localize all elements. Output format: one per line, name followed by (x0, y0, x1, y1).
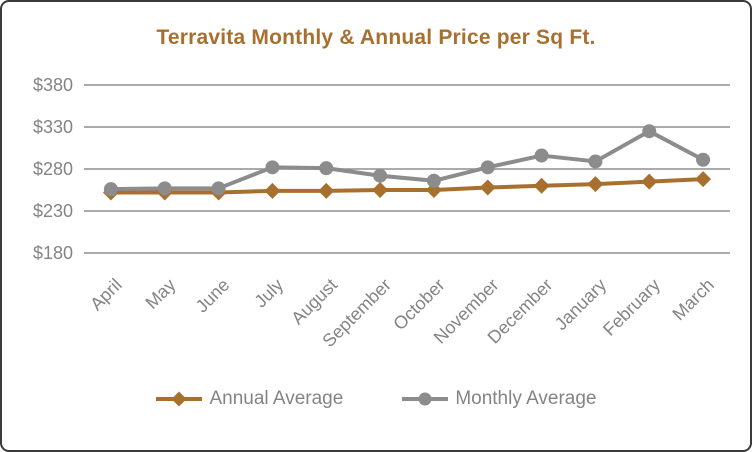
svg-text:$280: $280 (33, 159, 73, 179)
monthly-average-legend-marker-icon (402, 392, 449, 406)
svg-text:May: May (141, 275, 179, 313)
svg-text:April: April (86, 275, 126, 315)
svg-text:August: August (287, 275, 341, 329)
chart-title: Terravita Monthly & Annual Price per Sq … (156, 26, 596, 49)
legend-label-annual-average: Annual Average (209, 388, 344, 409)
svg-text:$330: $330 (33, 117, 73, 137)
svg-text:$380: $380 (33, 75, 73, 95)
svg-text:June: June (192, 275, 234, 317)
legend-item-annual-average: Annual Average (155, 388, 343, 410)
svg-text:$230: $230 (33, 201, 73, 221)
annual-average-legend-marker-icon (156, 391, 203, 407)
chart-plot-area: $380 $330 $280 $230 $180 April May June July Augu… (33, 75, 730, 351)
chart-legend: Annual Average Monthly Average (2, 388, 750, 410)
svg-text:$180: $180 (33, 243, 73, 263)
svg-text:July: July (250, 275, 287, 312)
legend-label-monthly-average: Monthly Average (455, 388, 597, 409)
svg-text:March: March (668, 275, 718, 325)
svg-text:February: February (599, 275, 664, 340)
legend-item-monthly-average: Monthly Average (401, 388, 597, 410)
